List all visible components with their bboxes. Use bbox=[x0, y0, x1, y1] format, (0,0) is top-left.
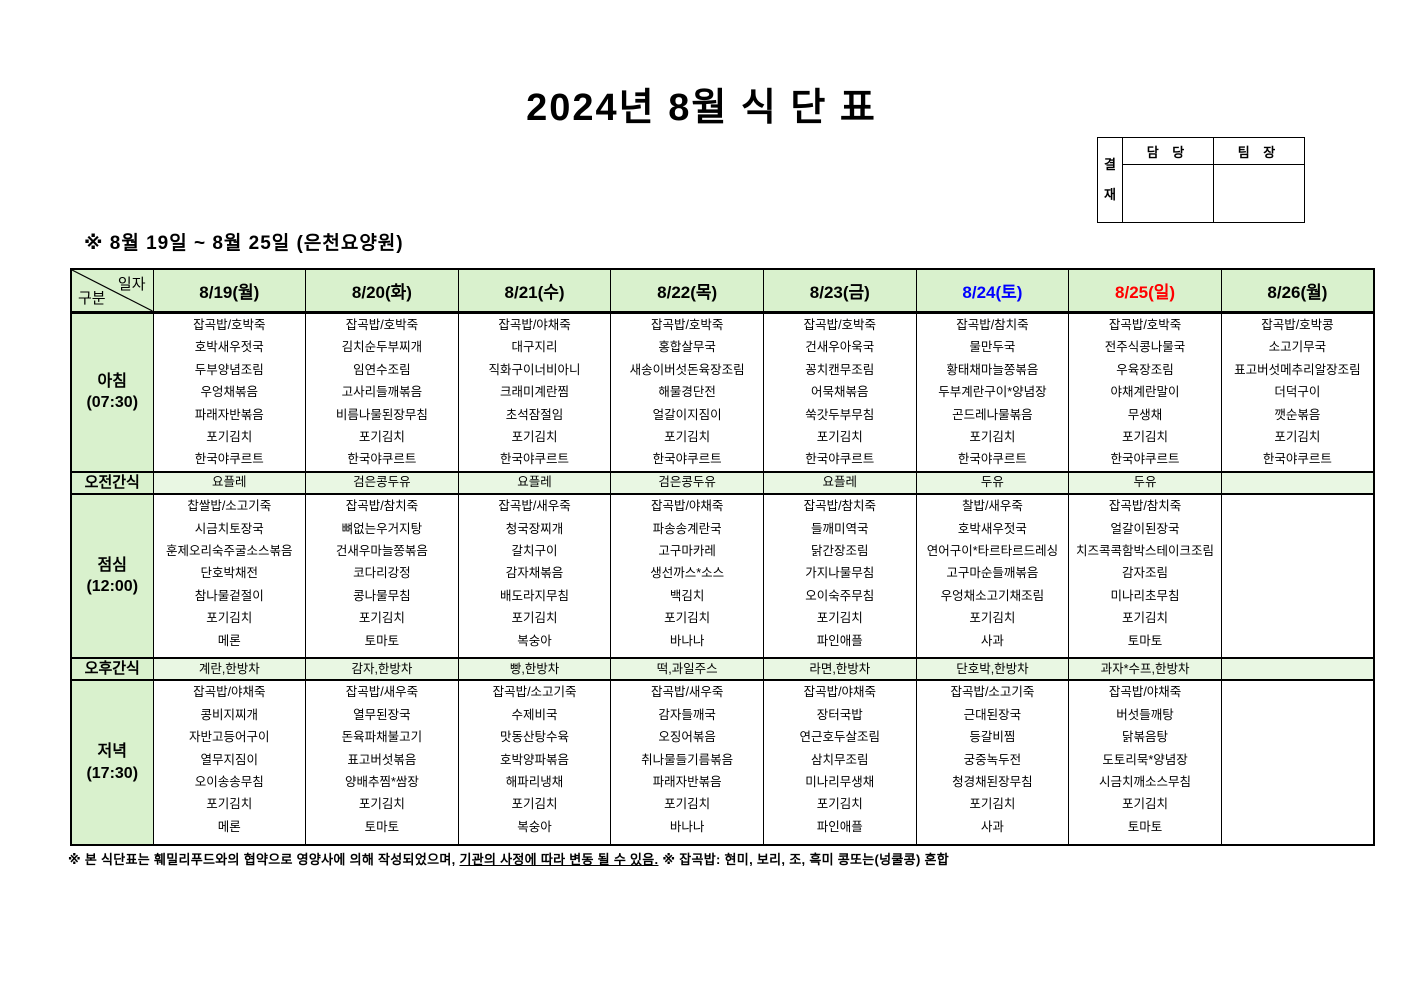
menu-cell: 잡곡밥/야채죽 파송송계란국 고구마카레 생선까스*소스 백김치 포기김치 바나… bbox=[610, 493, 764, 660]
menu-cell: 잡곡밥/참치죽 얼갈이된장국 치즈콕콕함박스테이크조림 감자조림 미나리초무침 … bbox=[1068, 493, 1222, 660]
row-label-dinner: 저녁 (17:30) bbox=[70, 679, 154, 847]
snack-cell: 단호박,한방차 bbox=[915, 657, 1070, 682]
footer-note-underlined: 기관의 사정에 따라 변동 될 수 있음. bbox=[459, 852, 659, 867]
row-label-breakfast: 아침 (07:30) bbox=[70, 311, 154, 473]
day-header-next-mon: 8/26(월) bbox=[1220, 268, 1375, 314]
row-dinner: 저녁 (17:30) 잡곡밥/야채죽 콩비지찌개 자반고등어구이 열무지짐이 오… bbox=[70, 679, 1375, 847]
row-label-morning-snack: 오전간식 bbox=[70, 470, 154, 496]
menu-cell: 잡곡밥/야채죽 장터국밥 연근호두살조림 삼치무조림 미나리무생채 포기김치 파… bbox=[763, 679, 917, 847]
snack-cell bbox=[1220, 470, 1375, 496]
menu-cell: 찰밥/새우죽 호박새우젓국 연어구이*타르타르드레싱 고구마순들깨볶음 우엉채소… bbox=[915, 493, 1070, 660]
menu-cell: 잡곡밥/야채죽 콩비지찌개 자반고등어구이 열무지짐이 오이송송무침 포기김치 … bbox=[152, 679, 307, 847]
snack-cell: 요플레 bbox=[763, 470, 917, 496]
menu-cell: 잡곡밥/참치죽 뼈없는우거지탕 건새우마늘쫑볶음 코다리강정 콩나물무침 포기김… bbox=[305, 493, 459, 660]
day-header-wed: 8/21(수) bbox=[457, 268, 612, 314]
menu-cell: 잡곡밥/새우죽 청국장찌개 갈치구이 감자채볶음 배도라지무침 포기김치 복숭아 bbox=[457, 493, 612, 660]
menu-cell: 잡곡밥/소고기죽 근대된장국 등갈비찜 궁중녹두전 청경채된장무침 포기김치 사… bbox=[915, 679, 1070, 847]
snack-cell: 과자*수프,한방차 bbox=[1068, 657, 1222, 682]
row-morning-snack: 오전간식 요플레 검은콩두유 요플레 검은콩두유 요플레 두유 두유 bbox=[70, 470, 1375, 496]
menu-cell: 잡곡밥/야채죽 버섯들깨탕 닭볶음탕 도토리묵*양념장 시금치깨소스무침 포기김… bbox=[1068, 679, 1222, 847]
footer-note-part1: ※ 본 식단표는 훼밀리푸드와의 협약으로 영양사에 의해 작성되었으며, bbox=[68, 852, 460, 867]
approval-col-timjang: 팀 장 bbox=[1213, 137, 1305, 165]
row-breakfast: 아침 (07:30) 잡곡밥/호박죽 호박새우젓국 두부양념조림 우엉채볶음 파… bbox=[70, 311, 1375, 473]
approval-stamp-label: 결 재 bbox=[1097, 137, 1123, 223]
menu-cell: 잡곡밥/새우죽 열무된장국 돈육파채불고기 표고버섯볶음 양배추찜*쌈장 포기김… bbox=[305, 679, 459, 847]
day-header-sun: 8/25(일) bbox=[1068, 268, 1222, 314]
row-afternoon-snack: 오후간식 계란,한방차 감자,한방차 빵,한방차 떡,과일주스 라면,한방차 단… bbox=[70, 657, 1375, 682]
corner-cell: 일자 구분 bbox=[70, 268, 154, 314]
day-header-thu: 8/22(목) bbox=[610, 268, 764, 314]
row-label-afternoon-snack: 오후간식 bbox=[70, 657, 154, 682]
approval-signature-cell bbox=[1213, 164, 1305, 223]
snack-cell: 요플레 bbox=[152, 470, 307, 496]
menu-cell: 잡곡밥/호박죽 건새우아욱국 꽁치캔무조림 어묵채볶음 쑥갓두부무침 포기김치 … bbox=[763, 311, 917, 473]
menu-cell: 잡곡밥/참치죽 들깨미역국 닭간장조림 가지나물무침 오이숙주무침 포기김치 파… bbox=[763, 493, 917, 660]
approval-signature-cell bbox=[1122, 164, 1214, 223]
approval-col-damdang: 담 당 bbox=[1122, 137, 1214, 165]
snack-cell bbox=[1220, 657, 1375, 682]
week-range-subtitle: ※ 8월 19일 ~ 8월 25일 (은천요양원) bbox=[84, 233, 404, 254]
snack-cell: 요플레 bbox=[457, 470, 612, 496]
corner-label-category: 구분 bbox=[78, 290, 106, 307]
menu-cell bbox=[1220, 493, 1375, 660]
footer-note: ※ 본 식단표는 훼밀리푸드와의 협약으로 영양사에 의해 작성되었으며, 기관… bbox=[68, 849, 949, 868]
corner-label-date: 일자 bbox=[117, 276, 146, 293]
menu-cell: 찹쌀밥/소고기죽 시금치토장국 훈제오리숙주굴소스볶음 단호박채전 참나물겉절이… bbox=[152, 493, 307, 660]
menu-cell: 잡곡밥/호박죽 전주식콩나물국 우육장조림 야채계란말이 무생채 포기김치 한국… bbox=[1068, 311, 1222, 473]
menu-cell: 잡곡밥/호박죽 홍합살무국 새송이버섯돈육장조림 해물경단전 얼갈이지짐이 포기… bbox=[610, 311, 764, 473]
day-header-sat: 8/24(토) bbox=[915, 268, 1070, 314]
menu-table: 일자 구분 8/19(월) 8/20(화) 8/21(수) 8/22(목) 8/… bbox=[70, 268, 1375, 847]
menu-cell: 잡곡밥/야채죽 대구지리 직화구이너비아니 크래미계란찜 초석잠절임 포기김치 … bbox=[457, 311, 612, 473]
row-label-lunch: 점심 (12:00) bbox=[70, 493, 154, 660]
snack-cell: 감자,한방차 bbox=[305, 657, 459, 682]
snack-cell: 두유 bbox=[915, 470, 1070, 496]
menu-cell: 잡곡밥/소고기죽 수제비국 맛동산탕수육 호박양파볶음 해파리냉채 포기김치 복… bbox=[457, 679, 612, 847]
menu-cell bbox=[1220, 679, 1375, 847]
menu-cell: 잡곡밥/호박콩 소고기무국 표고버섯메추리알장조림 더덕구이 깻순볶음 포기김치… bbox=[1220, 311, 1375, 473]
diagonal-line bbox=[72, 270, 153, 311]
snack-cell: 계란,한방차 bbox=[152, 657, 307, 682]
snack-cell: 빵,한방차 bbox=[457, 657, 612, 682]
snack-cell: 검은콩두유 bbox=[305, 470, 459, 496]
snack-cell: 두유 bbox=[1068, 470, 1222, 496]
menu-cell: 잡곡밥/호박죽 호박새우젓국 두부양념조림 우엉채볶음 파래자반볶음 포기김치 … bbox=[152, 311, 307, 473]
snack-cell: 검은콩두유 bbox=[610, 470, 764, 496]
table-header-row: 일자 구분 8/19(월) 8/20(화) 8/21(수) 8/22(목) 8/… bbox=[70, 268, 1375, 314]
row-lunch: 점심 (12:00) 찹쌀밥/소고기죽 시금치토장국 훈제오리숙주굴소스볶음 단… bbox=[70, 493, 1375, 660]
day-header-fri: 8/23(금) bbox=[763, 268, 917, 314]
day-header-mon: 8/19(월) bbox=[152, 268, 307, 314]
menu-cell: 잡곡밥/새우죽 감자들깨국 오징어볶음 취나물들기름볶음 파래자반볶음 포기김치… bbox=[610, 679, 764, 847]
page-title: 2024년 8월 식 단 표 bbox=[526, 87, 877, 129]
snack-cell: 떡,과일주스 bbox=[610, 657, 764, 682]
approval-box: 결 재 담 당 팀 장 bbox=[1097, 137, 1305, 223]
menu-cell: 잡곡밥/호박죽 김치순두부찌개 임연수조림 고사리들깨볶음 비름나물된장무침 포… bbox=[305, 311, 459, 473]
footer-note-part2: ※ 잡곡밥: 현미, 보리, 조, 흑미 콩또는(넝쿨콩) 혼합 bbox=[658, 852, 950, 867]
menu-cell: 잡곡밥/참치죽 물만두국 황태채마늘쫑볶음 두부계란구이*양념장 곤드레나물볶음… bbox=[915, 311, 1070, 473]
snack-cell: 라면,한방차 bbox=[763, 657, 917, 682]
day-header-tue: 8/20(화) bbox=[305, 268, 459, 314]
